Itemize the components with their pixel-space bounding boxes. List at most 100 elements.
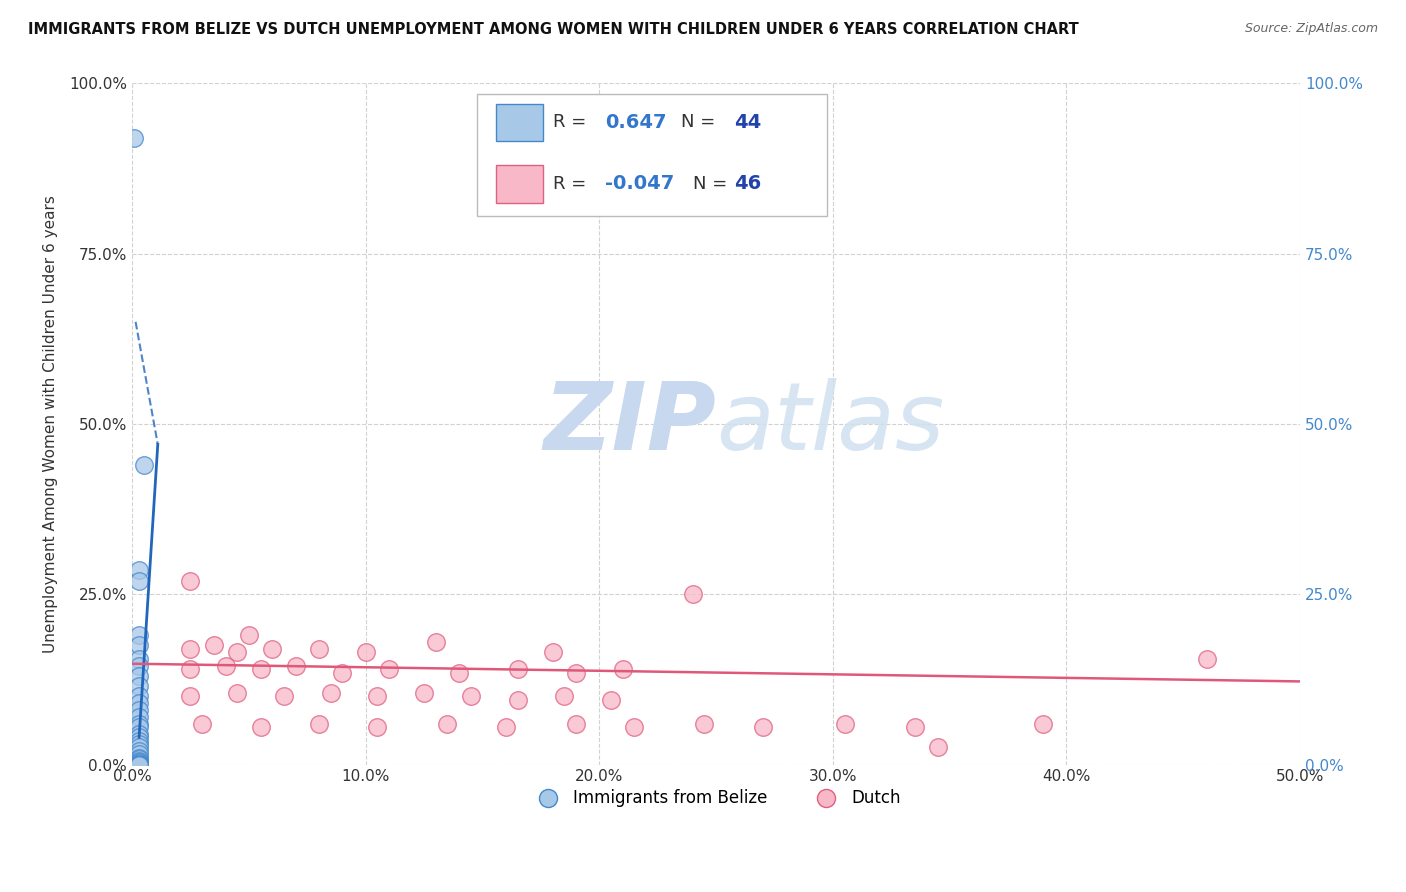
Point [179, 662, 201, 676]
Text: N =: N = [693, 175, 733, 193]
Point [449, 665, 471, 680]
Point [128, 757, 150, 772]
Point [262, 641, 284, 656]
Point [553, 690, 575, 704]
Point [191, 716, 214, 731]
Point [128, 752, 150, 766]
Point [128, 754, 150, 768]
Point [128, 690, 150, 704]
Point [179, 641, 201, 656]
Point [128, 744, 150, 758]
Point [128, 710, 150, 724]
Point [693, 716, 716, 731]
Point [565, 716, 588, 731]
Point [128, 628, 150, 642]
Point [249, 662, 271, 676]
Point [460, 690, 482, 704]
Point [128, 757, 150, 772]
Point [308, 716, 330, 731]
Point [249, 720, 271, 734]
Point [436, 716, 458, 731]
Point [214, 658, 236, 673]
Text: IMMIGRANTS FROM BELIZE VS DUTCH UNEMPLOYMENT AMONG WOMEN WITH CHILDREN UNDER 6 Y: IMMIGRANTS FROM BELIZE VS DUTCH UNEMPLOY… [28, 22, 1078, 37]
Point [128, 669, 150, 683]
Point [308, 641, 330, 656]
Point [128, 727, 150, 741]
Text: N =: N = [681, 113, 721, 131]
Point [752, 720, 775, 734]
Point [378, 662, 401, 676]
Point [413, 686, 436, 700]
FancyBboxPatch shape [477, 94, 827, 216]
Point [565, 665, 588, 680]
Text: 44: 44 [734, 112, 761, 132]
Point [366, 690, 388, 704]
Legend: Immigrants from Belize, Dutch: Immigrants from Belize, Dutch [524, 783, 907, 814]
Point [226, 686, 249, 700]
Point [128, 703, 150, 717]
Point [541, 645, 564, 659]
Point [179, 690, 201, 704]
Point [128, 757, 150, 772]
Y-axis label: Unemployment Among Women with Children Under 6 years: Unemployment Among Women with Children U… [44, 195, 58, 653]
Point [128, 757, 150, 772]
Text: 46: 46 [734, 174, 761, 193]
Point [128, 757, 150, 772]
Point [128, 757, 150, 772]
Point [273, 690, 295, 704]
Point [238, 628, 260, 642]
Point [128, 756, 150, 771]
Point [202, 638, 225, 652]
Point [128, 757, 150, 772]
Point [128, 757, 150, 772]
Point [128, 757, 150, 772]
Point [128, 731, 150, 745]
Point [623, 720, 645, 734]
Point [284, 658, 307, 673]
Point [506, 693, 529, 707]
Point [495, 720, 517, 734]
Point [128, 757, 150, 772]
Point [927, 740, 949, 755]
Point [128, 716, 150, 731]
Point [1195, 652, 1218, 666]
Point [128, 757, 150, 772]
Point [132, 458, 155, 472]
Point [128, 563, 150, 577]
Point [128, 696, 150, 710]
Text: ZIP: ZIP [543, 378, 716, 470]
Text: -0.047: -0.047 [605, 174, 675, 193]
Point [682, 587, 704, 601]
Bar [496, 165, 543, 202]
Point [128, 733, 150, 747]
Point [128, 652, 150, 666]
Point [128, 750, 150, 764]
Point [128, 638, 150, 652]
Text: Source: ZipAtlas.com: Source: ZipAtlas.com [1244, 22, 1378, 36]
Point [834, 716, 856, 731]
Point [128, 756, 150, 770]
Point [128, 737, 150, 751]
Bar [496, 103, 543, 141]
Point [319, 686, 342, 700]
Point [128, 757, 150, 772]
Point [128, 757, 150, 772]
Text: 0.647: 0.647 [605, 112, 666, 132]
Point [366, 720, 388, 734]
Point [128, 740, 150, 755]
Point [128, 757, 150, 772]
Point [128, 658, 150, 673]
Point [124, 131, 146, 145]
Point [179, 574, 201, 588]
Point [354, 645, 377, 659]
Point [506, 662, 529, 676]
Point [330, 665, 353, 680]
Point [128, 756, 150, 771]
Point [226, 645, 249, 659]
Point [128, 747, 150, 762]
Point [128, 574, 150, 588]
Point [612, 662, 634, 676]
Point [600, 693, 623, 707]
Point [128, 679, 150, 693]
Point [425, 635, 447, 649]
